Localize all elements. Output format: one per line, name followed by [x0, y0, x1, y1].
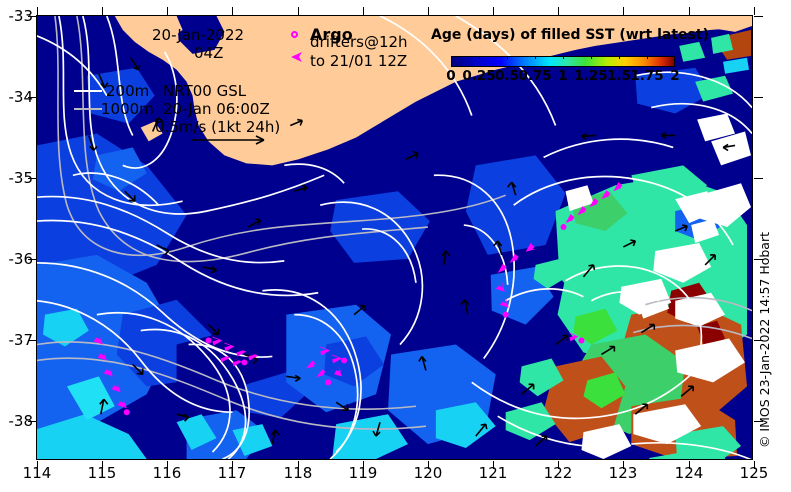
x-tick-mark [363, 461, 364, 469]
vector-scale-label: 0.5m/s (1kt 24h) [155, 118, 281, 136]
x-tick-label: 119 [348, 464, 378, 482]
y-tick-mark-right [754, 340, 763, 341]
y-tick-label: -37 [8, 331, 34, 349]
colorbar-tick-mark [535, 56, 536, 59]
colorbar-tick-label: 1.5 [607, 68, 631, 84]
argo-chevron-marker-icon [291, 52, 302, 62]
y-tick-mark [28, 97, 37, 98]
bathymetry-1000m-legend-line [74, 108, 102, 110]
forecast-time-label: 04Z [194, 44, 224, 62]
x-tick-mark [102, 461, 103, 469]
x-tick-label: 123 [608, 464, 638, 482]
colorbar-tick-label: 0.5 [495, 68, 519, 84]
x-tick-mark-top [689, 7, 690, 15]
x-tick-mark-top [232, 7, 233, 15]
x-tick-mark [167, 461, 168, 469]
x-tick-mark [428, 461, 429, 469]
x-tick-mark-top [623, 7, 624, 15]
current-vector-field [88, 57, 736, 447]
x-tick-mark-top [428, 7, 429, 15]
product-date-label: 20-Jan 06:00Z [163, 100, 270, 118]
colorbar-tick-mark [479, 56, 480, 59]
x-tick-mark-top [102, 7, 103, 15]
depth-200m-label: 200m [106, 82, 150, 100]
bathymetry-200m-legend-line [74, 90, 102, 92]
x-tick-mark [298, 461, 299, 469]
argo-drifter-tracks[interactable] [93, 182, 624, 416]
x-tick-label: 117 [217, 464, 247, 482]
x-tick-mark [37, 461, 38, 469]
y-tick-label: -33 [8, 7, 34, 25]
forecast-date-label: 20-Jan-2022 [152, 26, 245, 44]
map-canvas [37, 16, 752, 459]
x-tick-mark-top [754, 7, 755, 15]
y-tick-mark-right [754, 97, 763, 98]
x-tick-mark [623, 461, 624, 469]
colorbar-tick-mark [619, 56, 620, 59]
x-tick-mark-top [298, 7, 299, 15]
y-tick-label: -35 [8, 169, 34, 187]
x-tick-mark-top [363, 7, 364, 15]
x-tick-mark-top [37, 7, 38, 15]
x-tick-label: 114 [22, 464, 52, 482]
x-tick-mark [558, 461, 559, 469]
colorbar-title: Age (days) of filled SST (wrt latest) [431, 27, 709, 43]
x-tick-label: 116 [152, 464, 182, 482]
x-tick-label: 124 [674, 464, 704, 482]
x-tick-label: 125 [739, 464, 769, 482]
colorbar-tick-label: 1 [558, 68, 568, 84]
credit-label: © IMOS 23-Jan-2022 14:57 Hobart [757, 232, 772, 449]
colorbar-tick-mark [563, 56, 564, 59]
x-tick-mark-top [558, 7, 559, 15]
colorbar-tick-label: 1.25 [574, 68, 608, 84]
depth-1000m-label: 1000m [101, 100, 154, 118]
vector-scale-arrow [192, 135, 265, 145]
colorbar-tick-mark [507, 56, 508, 59]
colorbar-tick-label: 2 [670, 68, 680, 84]
y-tick-mark [28, 16, 37, 17]
cloud-gap-mask [565, 113, 752, 459]
y-tick-label: -34 [8, 88, 34, 106]
bathymetry-1000m-contours [37, 16, 752, 430]
y-tick-mark [28, 340, 37, 341]
colorbar-tick-label: 0 [446, 68, 456, 84]
ssh-contours [37, 16, 752, 459]
y-tick-mark-right [754, 259, 763, 260]
x-tick-mark [689, 461, 690, 469]
product-label: NRT00 GSL [163, 82, 247, 100]
colorbar-tick-label: 0.75 [518, 68, 552, 84]
land-mask [114, 16, 752, 166]
argo-legend-title: Argo [310, 25, 353, 44]
y-tick-mark-right [754, 16, 763, 17]
x-tick-label: 121 [478, 464, 508, 482]
colorbar-tick-label: 0.25 [462, 68, 496, 84]
y-tick-mark-right [754, 421, 763, 422]
colorbar-tick-labels: 0 0.25 0.5 0.75 1 1.25 1.5 1.75 2 [420, 56, 720, 84]
y-tick-mark [28, 421, 37, 422]
y-tick-label: -36 [8, 250, 34, 268]
x-tick-mark [232, 461, 233, 469]
colorbar-tick-label: 1.75 [630, 68, 664, 84]
x-tick-mark [493, 461, 494, 469]
x-tick-label: 122 [543, 464, 573, 482]
map-plot-area[interactable] [36, 15, 753, 460]
sst-age-field [37, 67, 712, 459]
y-tick-mark [28, 259, 37, 260]
argo-legend-line2: to 21/01 12Z [310, 52, 408, 70]
colorbar-tick-mark [647, 56, 648, 59]
y-tick-label: -38 [8, 412, 34, 430]
x-tick-label: 120 [413, 464, 443, 482]
x-tick-mark [754, 461, 755, 469]
x-tick-label: 115 [87, 464, 117, 482]
x-tick-mark-top [493, 7, 494, 15]
x-tick-label: 118 [283, 464, 313, 482]
y-tick-mark-right [754, 178, 763, 179]
argo-legend-line1: drifters@12h [310, 33, 408, 51]
argo-circle-marker-icon [291, 31, 298, 38]
x-tick-mark-top [167, 7, 168, 15]
y-tick-mark [28, 178, 37, 179]
colorbar-tick-mark [591, 56, 592, 59]
